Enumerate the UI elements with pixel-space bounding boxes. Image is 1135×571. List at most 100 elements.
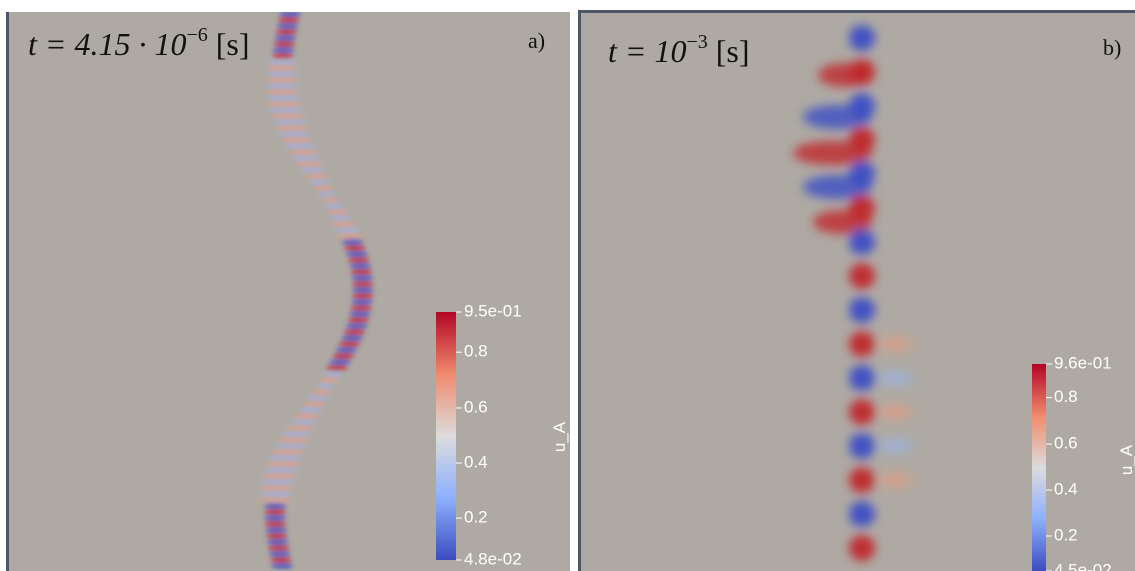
colorbar-tick-label: 0.2 <box>464 508 488 527</box>
blob <box>849 93 875 119</box>
wave-stripe <box>317 191 336 197</box>
colorbar-tick-label: 0.8 <box>1054 387 1078 406</box>
wave-stripe <box>335 347 358 353</box>
wave-stripe <box>267 59 298 65</box>
labels: t = 4.15 · 10−6 [s] a) 9.5e-01 0.8 0.6 0.4 0.2 4… <box>28 24 1135 571</box>
blob <box>849 467 875 493</box>
blob <box>849 127 875 153</box>
wave-stripe <box>291 155 321 161</box>
wave-stripe <box>283 143 316 149</box>
wave-stripe <box>265 71 299 77</box>
blob <box>849 331 875 357</box>
wave-stripe <box>272 47 295 53</box>
colorbar-tick-label: 9.6e-01 <box>1054 353 1112 372</box>
wave-stripe <box>351 281 374 287</box>
wave-stripe <box>273 443 308 449</box>
panel-tag: a) <box>528 28 545 53</box>
wave-stripe <box>343 245 366 251</box>
wave-stripe <box>274 35 297 41</box>
wave-stripe <box>264 515 287 521</box>
wave-stripe <box>336 233 364 239</box>
wave-stripe <box>258 491 294 497</box>
wave-stripe <box>271 563 294 569</box>
wave-stripe <box>350 305 373 311</box>
blob <box>877 370 913 386</box>
wave-stripe <box>265 89 301 95</box>
blob <box>877 336 913 352</box>
wave-stripe <box>312 389 331 395</box>
blob <box>849 297 875 323</box>
wave-stripe <box>345 251 368 257</box>
panel-b-border <box>578 10 1135 13</box>
wave-stripe <box>289 419 318 425</box>
time-label: t = 10−3 [s] <box>608 31 750 69</box>
wave-stripe <box>317 383 334 389</box>
wave-stripe <box>272 119 308 125</box>
colorbar-tick-label: 0.6 <box>464 397 488 416</box>
colorbar-tick-label: 0.6 <box>1054 434 1078 453</box>
wave-stripe <box>260 479 297 485</box>
wave-stripe <box>280 137 314 143</box>
blob <box>877 438 913 454</box>
wave-stripe <box>325 365 348 371</box>
wave-stripe <box>350 269 373 275</box>
colorbar <box>436 312 456 560</box>
wave-stripe <box>320 377 339 383</box>
wave-stripe <box>327 209 348 215</box>
wave-stripe <box>329 215 352 221</box>
wave-stripe <box>277 131 312 137</box>
wave-stripe <box>268 107 305 113</box>
wave-stripe <box>266 65 298 71</box>
wave-stripe <box>265 461 301 467</box>
wave-stripe <box>351 293 374 299</box>
blob <box>849 433 875 459</box>
wave-stripe <box>264 503 287 509</box>
blob <box>849 59 875 85</box>
blob <box>849 25 875 51</box>
wave-stripe <box>265 533 288 539</box>
colorbar-tick-label: 4.8e-02 <box>464 549 522 568</box>
wave-stripe <box>332 353 355 359</box>
wave-stripe <box>259 485 295 491</box>
colorbar-tick-label: 4.5e-02 <box>1054 560 1112 571</box>
wave-stripe <box>349 263 372 269</box>
time-unit: [s] <box>716 33 750 69</box>
wave-stripe <box>308 179 331 185</box>
wave-stripe <box>322 197 339 203</box>
blob <box>849 535 875 561</box>
blob <box>849 161 875 187</box>
wave-stripe <box>270 113 306 119</box>
wave-stripe <box>295 161 323 167</box>
colorbar-tick-label: 9.5e-01 <box>464 301 522 320</box>
wave-stripe <box>343 329 366 335</box>
wave-stripe <box>345 323 368 329</box>
wave-stripe <box>351 299 374 305</box>
wave-stripe <box>264 77 299 83</box>
wave-stripe <box>323 371 343 377</box>
time-base: t = 10 <box>608 33 686 69</box>
blob <box>877 404 913 420</box>
wave-stripe <box>265 527 288 533</box>
colorbar-tick-label: 0.4 <box>464 453 488 472</box>
wave-stripe <box>269 557 292 563</box>
colorbar <box>1032 364 1046 571</box>
time-label: t = 4.15 · 10−6 [s] <box>28 24 250 62</box>
wave-stripe <box>261 473 298 479</box>
wave-stripe <box>266 539 289 545</box>
blob <box>877 472 913 488</box>
time-exponent: −6 <box>186 24 207 46</box>
field-b <box>793 25 913 561</box>
time-exponent: −3 <box>686 31 707 53</box>
wave-stripe <box>276 23 299 29</box>
wave-stripe <box>275 29 298 35</box>
blob <box>849 229 875 255</box>
wave-stripe <box>264 83 300 89</box>
blob <box>849 501 875 527</box>
colorbar-label: u_A <box>1117 444 1135 475</box>
wave-stripe <box>331 221 357 227</box>
blob <box>849 263 875 289</box>
wave-stripe <box>270 449 305 455</box>
wave-stripe <box>267 545 290 551</box>
wave-stripe <box>277 437 310 443</box>
time-base: t = 4.15 · 10 <box>28 26 186 62</box>
